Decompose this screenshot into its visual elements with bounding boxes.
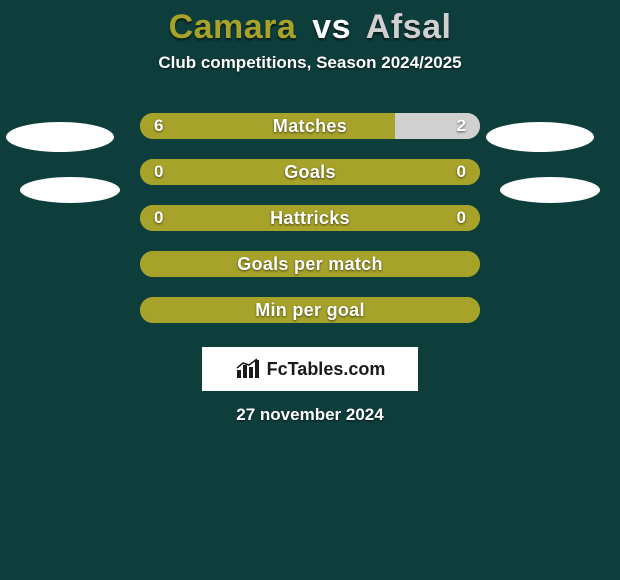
stat-bar-track: Matches62 bbox=[140, 113, 480, 139]
stat-row: Goals00 bbox=[20, 149, 600, 195]
logo-text: FcTables.com bbox=[267, 359, 386, 380]
stat-bar-left-fill bbox=[140, 113, 395, 139]
stat-bar-left-fill bbox=[140, 297, 480, 323]
stat-row: Goals per match bbox=[20, 241, 600, 287]
bars-icon bbox=[235, 358, 261, 380]
title-right-player: Afsal bbox=[366, 8, 452, 46]
stat-bar-left-fill bbox=[140, 159, 480, 185]
stat-bar-track: Hattricks00 bbox=[140, 205, 480, 231]
stat-bar-track: Goals per match bbox=[140, 251, 480, 277]
stat-bar-track: Goals00 bbox=[140, 159, 480, 185]
title-vs: vs bbox=[312, 8, 351, 46]
comparison-infographic: Camara vs Afsal Club competitions, Seaso… bbox=[0, 0, 620, 580]
fctables-logo: FcTables.com bbox=[202, 347, 418, 391]
stat-bar-right-fill bbox=[395, 113, 480, 139]
stat-row: Matches62 bbox=[20, 103, 600, 149]
title-left-player: Camara bbox=[169, 8, 297, 46]
page-title: Camara vs Afsal bbox=[0, 0, 620, 47]
stat-row: Min per goal bbox=[20, 287, 600, 333]
datestamp: 27 november 2024 bbox=[0, 405, 620, 425]
stat-row: Hattricks00 bbox=[20, 195, 600, 241]
stat-bar-track: Min per goal bbox=[140, 297, 480, 323]
stat-bar-left-fill bbox=[140, 251, 480, 277]
subtitle: Club competitions, Season 2024/2025 bbox=[0, 53, 620, 73]
stat-bar-left-fill bbox=[140, 205, 480, 231]
comparison-bars: Matches62 Goals00 Hattricks00 Goals per mat… bbox=[20, 103, 600, 333]
